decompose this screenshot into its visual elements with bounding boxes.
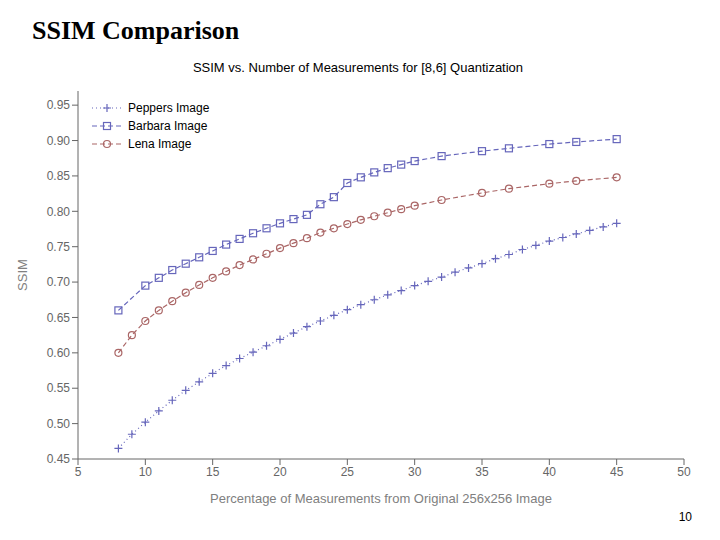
html-text:Barbara Image: Barbara Image [128, 119, 208, 133]
svg-text:0.80: 0.80 [47, 205, 71, 219]
html-text:SSIM Comparison: SSIM Comparison [32, 16, 240, 45]
svg-text:25: 25 [341, 465, 355, 479]
svg-text:40: 40 [543, 465, 557, 479]
svg-text:0.65: 0.65 [47, 311, 71, 325]
svg-text:0.45: 0.45 [47, 452, 71, 466]
svg-text:0.55: 0.55 [47, 381, 71, 395]
html-text:SSIM vs. Number of Measurement: SSIM vs. Number of Measurements for [8,6… [192, 60, 524, 75]
html-text:Lena Image: Lena Image [128, 137, 192, 151]
svg-text:SSIM: SSIM [15, 259, 30, 291]
svg-text:20: 20 [273, 465, 287, 479]
svg-text:0.90: 0.90 [47, 134, 71, 148]
svg-text:45: 45 [610, 465, 624, 479]
svg-text:35: 35 [475, 465, 489, 479]
svg-text:0.95: 0.95 [47, 98, 71, 112]
svg-text:10: 10 [139, 465, 153, 479]
svg-text:0.60: 0.60 [47, 346, 71, 360]
svg-text:0.70: 0.70 [47, 275, 71, 289]
svg-text:0.50: 0.50 [47, 417, 71, 431]
svg-text:0.75: 0.75 [47, 240, 71, 254]
svg-text:15: 15 [206, 465, 220, 479]
svg-text:0.85: 0.85 [47, 169, 71, 183]
svg-text:30: 30 [408, 465, 422, 479]
html-text:10: 10 [678, 510, 692, 524]
svg-text:Percentage of Measurements fro: Percentage of Measurements from Original… [210, 491, 552, 506]
html-text:Peppers Image: Peppers Image [128, 101, 210, 115]
svg-text:5: 5 [75, 465, 82, 479]
svg-text:50: 50 [677, 465, 691, 479]
